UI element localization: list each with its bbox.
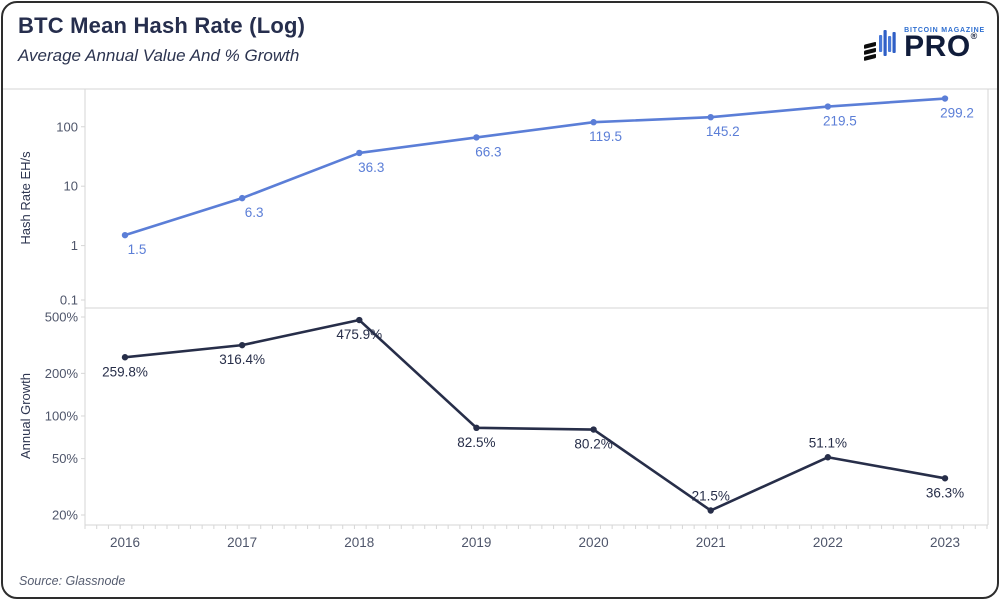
y-tick-label: 20% [52, 507, 78, 522]
y-tick-label: 0.1 [60, 293, 78, 308]
logo-pro-text: PRO [904, 29, 971, 63]
y-tick-label: 200% [45, 366, 79, 381]
page-title: BTC Mean Hash Rate (Log) [18, 13, 306, 38]
hash-rate-data-label: 299.2 [940, 106, 974, 121]
y-tick-label: 1 [71, 238, 78, 253]
x-tick-label: 2018 [344, 535, 374, 550]
y-tick-label: 500% [45, 310, 79, 325]
x-tick-label: 2016 [110, 535, 140, 550]
annual-growth-data-label: 36.3% [926, 485, 964, 500]
hash-rate-point[interactable] [238, 194, 246, 202]
chart-header: BTC Mean Hash Rate (Log) Average Annual … [18, 13, 305, 66]
hash-rate-data-label: 6.3 [245, 205, 264, 220]
x-tick-label: 2023 [930, 535, 960, 550]
hash-rate-data-label: 36.3 [358, 160, 384, 175]
annual-growth-data-label: 51.1% [809, 435, 847, 450]
y-tick-label: 100% [45, 408, 79, 423]
hash-rate-data-label: 119.5 [589, 129, 622, 144]
annual-growth-point[interactable] [473, 424, 480, 432]
hash-rate-line [123, 97, 947, 237]
x-tick-label: 2017 [227, 535, 257, 550]
logo-registered-mark: ® [970, 30, 978, 41]
annual-growth-data-label: 259.8% [102, 364, 148, 379]
annual-growth-point[interactable] [941, 475, 949, 482]
hash-rate-point[interactable] [824, 103, 832, 110]
hash-rate-data-label: 66.3 [475, 144, 501, 159]
annual-growth-axis-title: Annual Growth [18, 373, 33, 459]
logo-magazine-label: BITCOIN MAGAZINE [904, 26, 985, 34]
annual-growth-data-label: 82.5% [457, 435, 495, 450]
hash-rate-data-label: 1.5 [128, 242, 147, 257]
x-tick-label: 2022 [813, 535, 843, 550]
y-tick-label: 100 [56, 119, 78, 134]
hash-rate-point[interactable] [707, 113, 714, 121]
hash-rate-axis-title: Hash Rate EH/s [18, 151, 33, 245]
y-tick-label: 10 [64, 179, 78, 194]
x-tick-label: 2020 [579, 535, 609, 550]
annual-growth-point[interactable] [238, 341, 246, 349]
hash-rate-point[interactable] [941, 95, 949, 102]
x-tick-label: 2019 [461, 535, 491, 550]
annual-growth-data-label: 475.9% [336, 327, 382, 342]
annual-growth-point[interactable] [121, 354, 129, 361]
y-tick-label: 50% [52, 451, 78, 466]
annual-growth-line [123, 318, 947, 512]
hash-rate-point[interactable] [356, 149, 363, 157]
annual-growth-point[interactable] [824, 454, 832, 461]
page-subtitle: Average Annual Value And % Growth [18, 46, 300, 65]
hash-rate-point[interactable] [590, 119, 597, 126]
annual-growth-point[interactable] [356, 316, 363, 324]
source-note: Source: Glassnode [19, 574, 126, 588]
annual-growth-data-label: 316.4% [219, 352, 265, 367]
logo-bars-icon [864, 30, 896, 61]
annual-growth-point[interactable] [707, 507, 714, 514]
annual-growth-data-label: 21.5% [692, 489, 730, 504]
logo-text: BITCOIN MAGAZINE PRO ® [904, 26, 985, 63]
hash-rate-point[interactable] [121, 231, 129, 239]
hash-rate-data-label: 145.2 [706, 124, 740, 139]
bitcoin-magazine-pro-logo: BITCOIN MAGAZINE PRO ® [863, 23, 985, 63]
hash-rate-data-label: 219.5 [823, 114, 857, 129]
x-tick-label: 2021 [696, 535, 726, 550]
annual-growth-data-label: 80.2% [574, 437, 612, 452]
hash-rate-point[interactable] [473, 134, 480, 141]
annual-growth-point[interactable] [590, 426, 597, 433]
logo-pro-label: PRO ® [904, 29, 978, 63]
